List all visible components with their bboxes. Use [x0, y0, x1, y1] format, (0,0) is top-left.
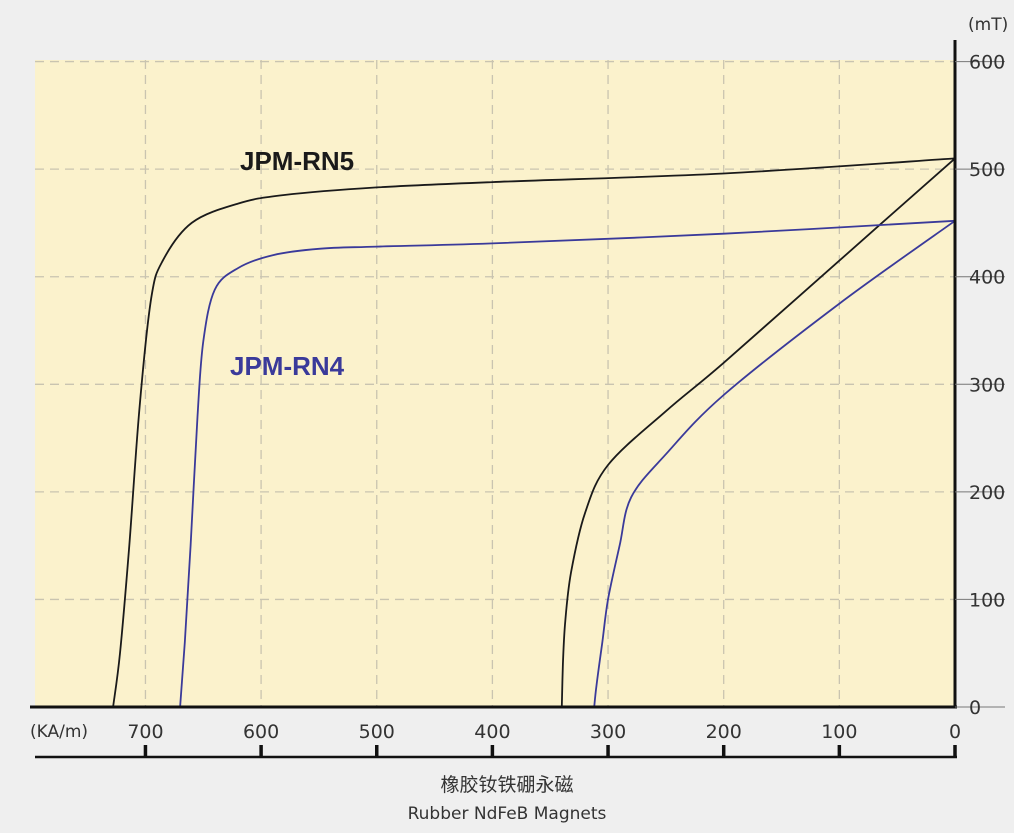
- x-tick-label-400: 400: [474, 721, 510, 743]
- x-tick-label-0: 0: [949, 721, 961, 743]
- plot-background: [35, 60, 955, 707]
- y-tick-label-0: 0: [969, 697, 981, 719]
- x-tick-label-600: 600: [243, 721, 279, 743]
- grid-lines: [35, 60, 955, 707]
- x-unit-label: (KA/m): [30, 722, 88, 742]
- x-tick-label-100: 100: [821, 721, 857, 743]
- curves: [112, 157, 956, 708]
- y-tick-label-400: 400: [969, 267, 1005, 289]
- series-label-jpm-rn4: JPM-RN4: [230, 351, 345, 381]
- x-tick-label-300: 300: [590, 721, 626, 743]
- y-unit-label: (mT): [968, 15, 1008, 35]
- y-tick-label-300: 300: [969, 374, 1005, 396]
- chart-subtitle-chinese: 橡胶钕铁硼永磁: [440, 774, 574, 796]
- series-jpm-rn4-bb-curve: [593, 220, 956, 708]
- axes: 700 600 500 400 300 200 100 00 100 200 300 400 500 60…: [30, 40, 1005, 759]
- y-tick-label-200: 200: [969, 482, 1005, 504]
- y-tick-label-100: 100: [969, 589, 1005, 611]
- y-tick-label-500: 500: [969, 159, 1005, 181]
- y-tick-label-600: 600: [969, 52, 1005, 74]
- series-jpm-rn4-bh-curve: [179, 219, 956, 708]
- x-tick-label-700: 700: [127, 721, 163, 743]
- x-tick-label-500: 500: [359, 721, 395, 743]
- series-jpm-rn5-bb-curve: [560, 157, 956, 708]
- series-jpm-rn5-bh-curve: [112, 157, 956, 708]
- x-tick-label-200: 200: [706, 721, 742, 743]
- series-label-jpm-rn5: JPM-RN5: [240, 146, 354, 176]
- chart-subtitle-english: Rubber NdFeB Magnets: [407, 804, 607, 824]
